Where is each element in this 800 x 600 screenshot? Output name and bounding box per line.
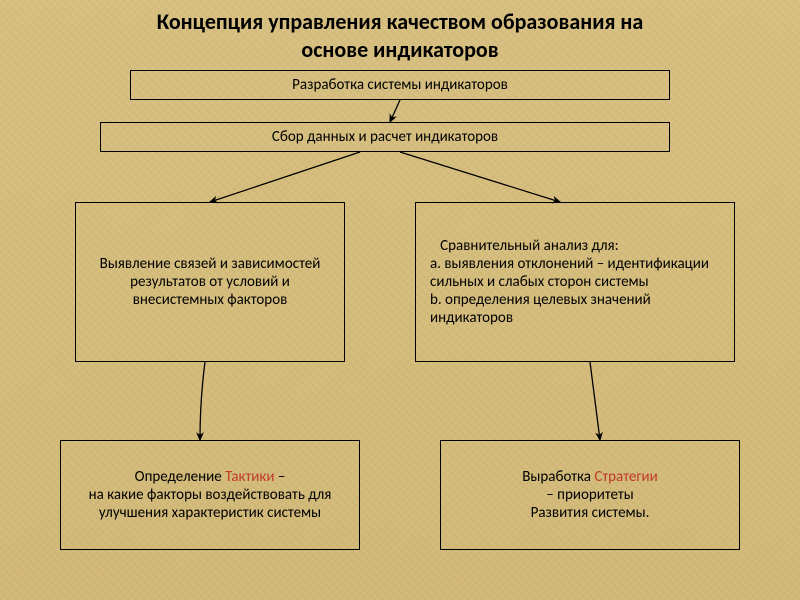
- edge-n2-n3: [210, 152, 360, 202]
- node-develop-indicators: Разработка системы индикаторов: [130, 70, 670, 100]
- strategy-line2: – приоритеты: [457, 486, 723, 504]
- node-collect-data: Сбор данных и расчет индикаторов: [100, 122, 670, 152]
- node-strategy: Выработка Стратегии – приоритеты Развити…: [440, 440, 740, 550]
- edge-n3-n5: [200, 362, 205, 440]
- strategy-highlight: Стратегии: [594, 468, 657, 486]
- edge-n4-n6: [590, 362, 600, 440]
- tactics-line2: на какие факторы воздействовать для улуч…: [77, 486, 343, 522]
- strategy-pre: Выработка: [522, 468, 594, 486]
- edge-n2-n4: [400, 152, 560, 202]
- node-dependencies: Выявление связей и зависимостей результа…: [75, 202, 345, 362]
- page-title: Концепция управления качеством образован…: [0, 8, 800, 63]
- node-comparative-analysis: Сравнительный анализ для: a. выявления о…: [415, 202, 735, 362]
- tactics-post: –: [274, 468, 285, 486]
- edge-n1-n2: [390, 100, 400, 122]
- item-b: b. определения целевых значений индикато…: [430, 291, 720, 327]
- item-a: a. выявления отклонений – идентификации …: [430, 255, 720, 291]
- title-line-2: основе индикаторов: [301, 36, 498, 63]
- strategy-line3: Развития системы.: [457, 504, 723, 522]
- tactics-pre: Определение: [135, 468, 225, 486]
- slide: Концепция управления качеством образован…: [0, 0, 800, 600]
- lead-line: Сравнительный анализ для:: [430, 237, 720, 255]
- tactics-highlight: Тактики: [225, 468, 274, 486]
- node-text: Разработка системы индикаторов: [292, 76, 508, 94]
- node-tactics: Определение Тактики – на какие факторы в…: [60, 440, 360, 550]
- node-text: Выявление связей и зависимостей результа…: [100, 255, 321, 309]
- title-line-1: Концепция управления качеством образован…: [157, 8, 643, 35]
- node-text: Сбор данных и расчет индикаторов: [272, 128, 498, 146]
